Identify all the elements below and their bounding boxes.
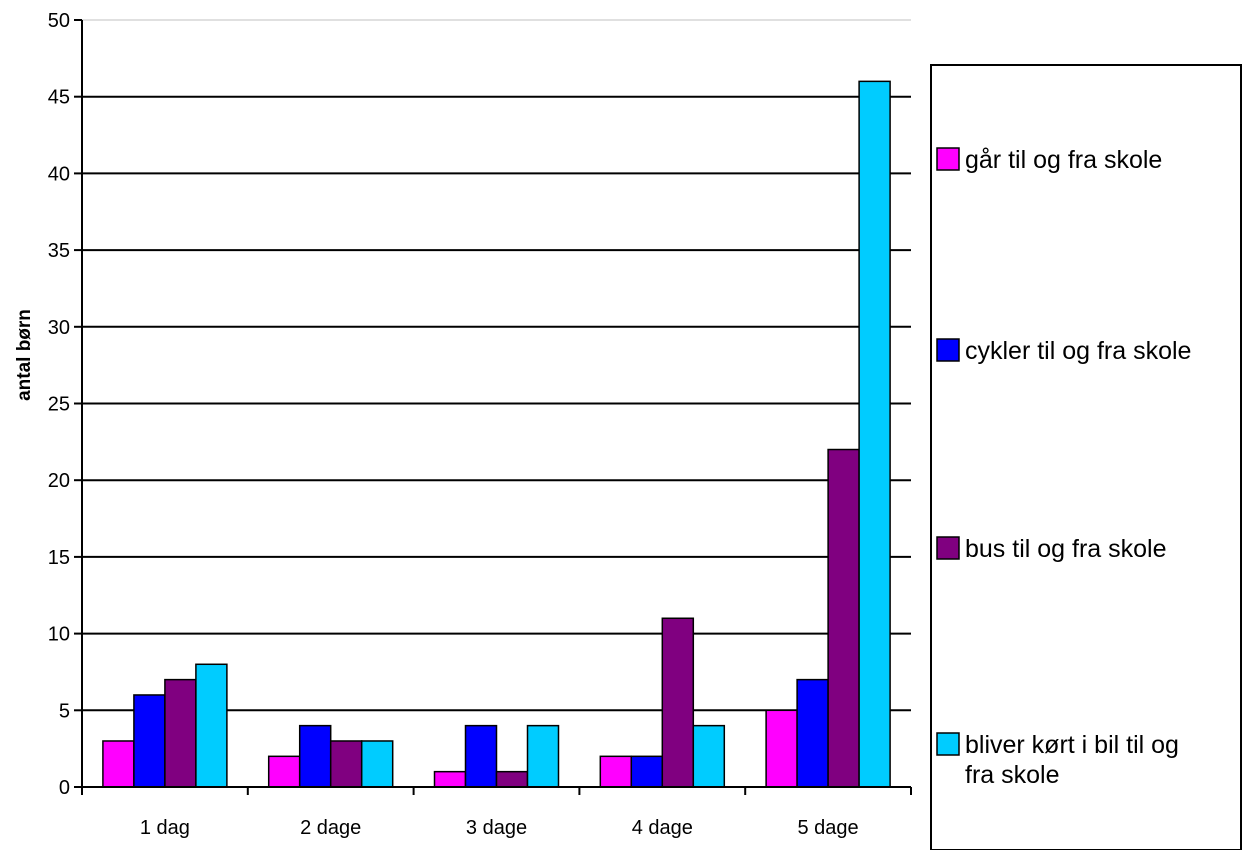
legend-frame bbox=[930, 64, 1242, 850]
legend-label: går til og fra skole bbox=[965, 146, 1162, 174]
bar bbox=[796, 678, 829, 788]
bar bbox=[630, 755, 664, 788]
legend-swatch bbox=[936, 732, 960, 756]
y-tick-label: 10 bbox=[48, 624, 70, 646]
bar bbox=[692, 724, 726, 788]
y-tick-label: 40 bbox=[48, 163, 70, 185]
bar bbox=[133, 694, 166, 788]
x-tick-label: 1 dag bbox=[140, 817, 190, 839]
y-tick-label: 45 bbox=[48, 87, 70, 109]
y-tick-label: 50 bbox=[48, 10, 70, 32]
legend-label: bliver kørt i bil til og fra skole bbox=[965, 731, 1179, 789]
y-axis-label: antal børn bbox=[14, 309, 35, 401]
bar bbox=[495, 770, 529, 788]
gridlines bbox=[82, 19, 911, 712]
x-tick-label: 5 dage bbox=[798, 817, 859, 839]
bar bbox=[267, 755, 301, 788]
x-tick-labels: 1 dag 2 dage 3 dage 4 dage 5 dage bbox=[81, 787, 912, 839]
bar bbox=[329, 740, 363, 788]
bar bbox=[526, 724, 560, 788]
x-tick-label: 4 dage bbox=[632, 817, 693, 839]
legend-swatch bbox=[936, 536, 960, 560]
bar bbox=[433, 770, 467, 788]
bar bbox=[765, 709, 798, 788]
bar bbox=[360, 740, 394, 788]
legend-swatch bbox=[936, 338, 960, 362]
y-tick-label: 35 bbox=[48, 240, 70, 262]
y-tick-label: 5 bbox=[59, 700, 70, 722]
y-tick-label: 15 bbox=[48, 547, 70, 569]
bar bbox=[195, 663, 228, 788]
bar bbox=[164, 678, 197, 788]
bar bbox=[827, 448, 860, 788]
y-tick-label: 30 bbox=[48, 317, 70, 339]
y-tick-label: 20 bbox=[48, 470, 70, 492]
x-tick-label: 2 dage bbox=[300, 817, 361, 839]
bar bbox=[858, 80, 891, 788]
legend: går til og fra skole cykler til og fra sk… bbox=[930, 64, 1242, 850]
legend-label: cykler til og fra skole bbox=[965, 337, 1191, 365]
x-tick-label: 3 dage bbox=[466, 817, 527, 839]
bar bbox=[298, 724, 332, 788]
y-tick-label: 0 bbox=[59, 777, 70, 799]
bar bbox=[599, 755, 633, 788]
legend-swatch bbox=[936, 147, 960, 171]
y-tick-label: 25 bbox=[48, 394, 70, 416]
legend-label: bus til og fra skole bbox=[965, 535, 1167, 563]
bars bbox=[102, 80, 891, 788]
y-tick-labels: 0 5 10 15 20 25 30 35 40 45 50 bbox=[48, 10, 82, 799]
bar bbox=[102, 740, 135, 788]
bar bbox=[464, 724, 498, 788]
bar bbox=[661, 617, 695, 788]
